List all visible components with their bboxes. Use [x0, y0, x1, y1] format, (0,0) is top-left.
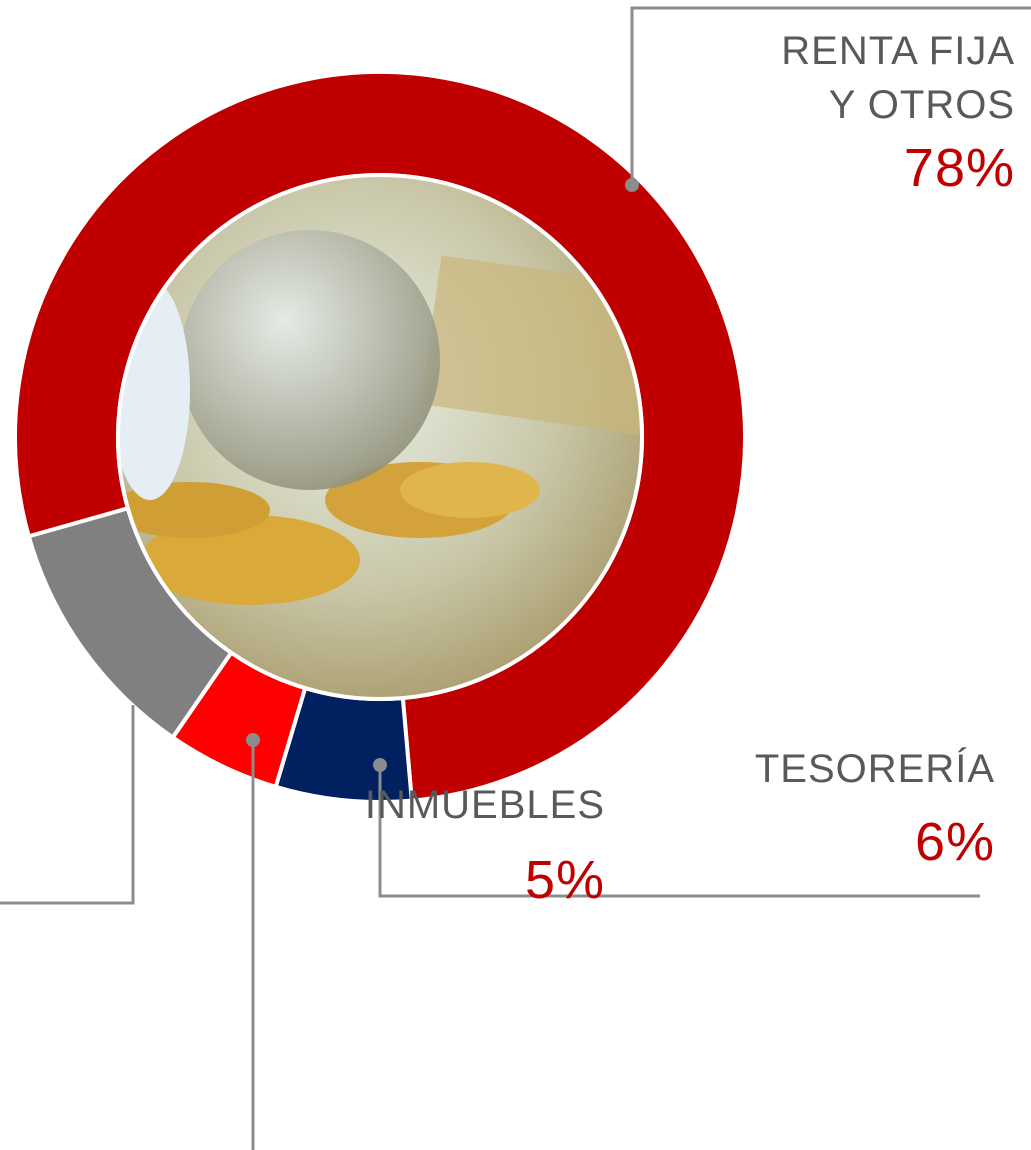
leader-line [378, 765, 980, 898]
leader-line [630, 6, 1031, 185]
donut [13, 70, 747, 804]
segment-label: TESORERÍA [754, 747, 995, 791]
leader-dot [373, 758, 387, 772]
leader-dots [246, 178, 639, 772]
segment-label: RENTA FIJA Y OTROS [781, 29, 1015, 127]
value-label: 5% [524, 850, 605, 910]
inner-edge [116, 173, 644, 701]
value-label: 78% [903, 138, 1015, 198]
segment-label: INMUEBLES [364, 783, 605, 827]
leader-lines [0, 6, 1031, 1150]
leader-line [0, 705, 135, 905]
value-label: 6% [914, 812, 995, 872]
leader-dot [246, 733, 260, 747]
leader-dot [625, 178, 639, 192]
center-photo [118, 175, 642, 699]
